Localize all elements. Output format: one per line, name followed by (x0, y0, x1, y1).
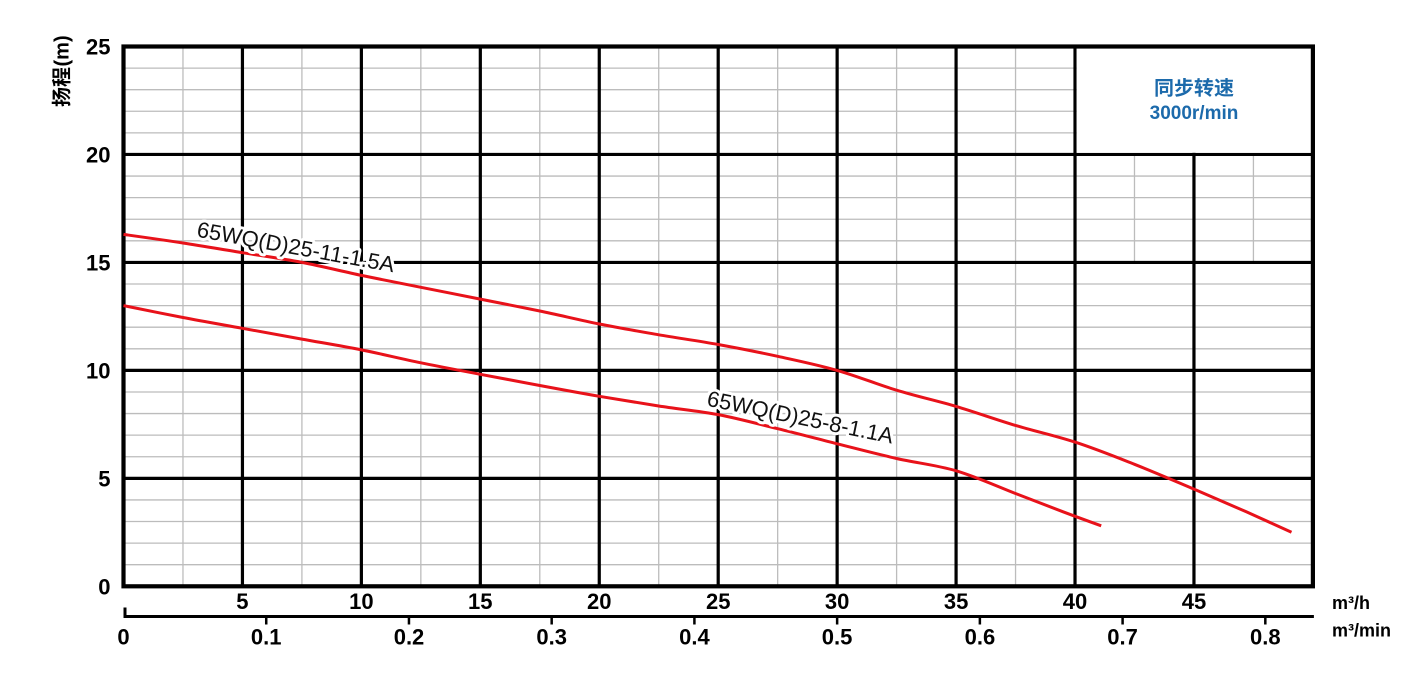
svg-text:0.1: 0.1 (251, 625, 282, 650)
svg-text:0: 0 (98, 575, 110, 600)
svg-text:25: 25 (86, 35, 110, 60)
svg-text:45: 45 (1182, 589, 1206, 614)
svg-text:0.7: 0.7 (1107, 625, 1138, 650)
svg-text:15: 15 (468, 589, 492, 614)
svg-text:10: 10 (86, 359, 110, 384)
svg-text:10: 10 (349, 589, 373, 614)
svg-text:20: 20 (587, 589, 611, 614)
svg-text:15: 15 (86, 251, 110, 276)
svg-text:5: 5 (236, 589, 248, 614)
svg-text:0.3: 0.3 (536, 625, 567, 650)
svg-text:3000r/min: 3000r/min (1150, 103, 1239, 124)
svg-text:0.5: 0.5 (822, 625, 853, 650)
svg-text:35: 35 (944, 589, 968, 614)
svg-text:0: 0 (117, 625, 129, 650)
svg-text:m³/min: m³/min (1332, 621, 1391, 641)
svg-text:5: 5 (98, 467, 110, 492)
svg-text:0.8: 0.8 (1250, 625, 1281, 650)
svg-text:0.6: 0.6 (965, 625, 996, 650)
svg-text:0.2: 0.2 (394, 625, 425, 650)
svg-text:40: 40 (1063, 589, 1087, 614)
svg-text:0.4: 0.4 (679, 625, 710, 650)
svg-text:(m): (m) (52, 35, 74, 66)
svg-text:25: 25 (706, 589, 730, 614)
svg-text:20: 20 (86, 143, 110, 168)
svg-text:30: 30 (825, 589, 849, 614)
svg-text:m³/h: m³/h (1332, 593, 1370, 613)
